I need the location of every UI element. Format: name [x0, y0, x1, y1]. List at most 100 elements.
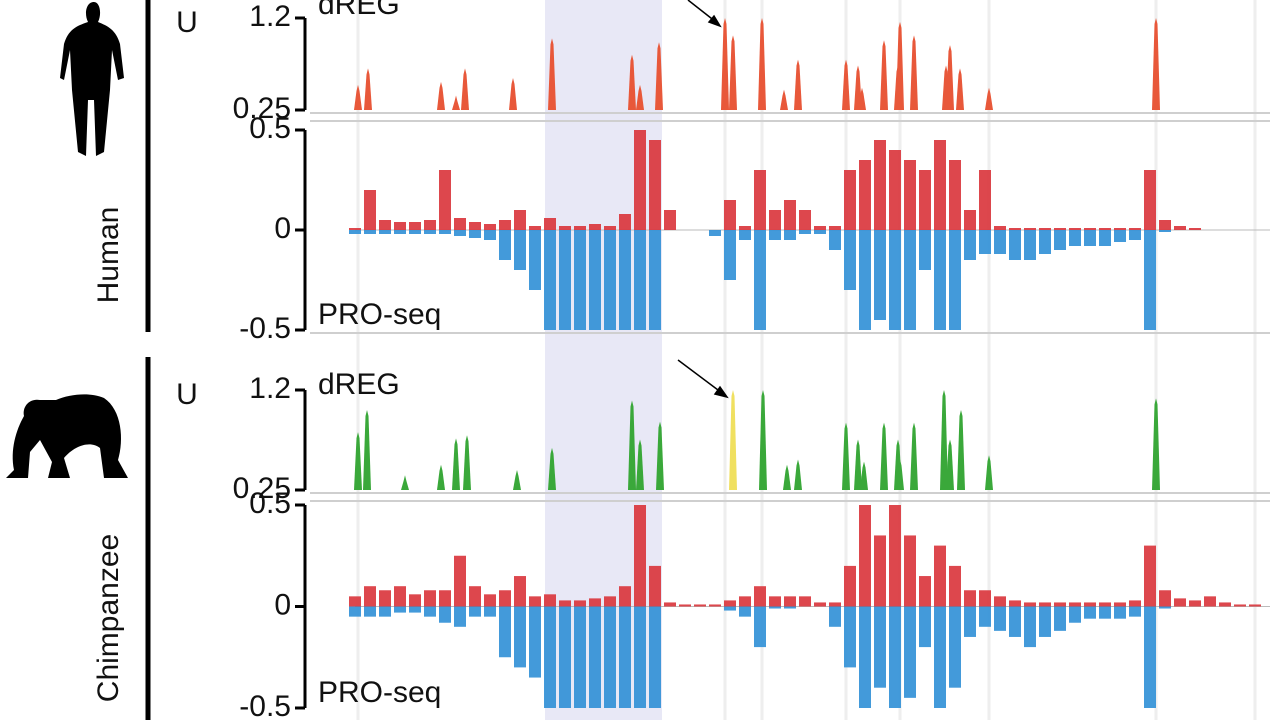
signal-bar [454, 218, 466, 230]
signal-bar [1099, 228, 1111, 230]
signal-bar [529, 606, 541, 678]
signal-bar [664, 210, 676, 230]
signal-bar [574, 606, 586, 708]
signal-bar [919, 170, 931, 230]
signal-bar [409, 222, 421, 230]
signal-bar [1219, 602, 1231, 607]
peak [794, 459, 802, 490]
signal-bar [604, 226, 616, 230]
signal-bar [1174, 226, 1186, 230]
signal-bar [889, 150, 901, 230]
signal-bar [619, 606, 631, 708]
track-label: dREG [318, 368, 400, 401]
peak [794, 59, 802, 110]
signal-bar [934, 545, 946, 607]
peak [910, 422, 918, 490]
peak [896, 459, 904, 490]
signal-bar [919, 606, 931, 648]
signal-bar [1099, 606, 1111, 619]
signal-bar [1024, 228, 1036, 230]
signal-bar [544, 594, 556, 607]
signal-bar [589, 606, 601, 708]
signal-bar [409, 594, 421, 607]
signal-bar [829, 226, 841, 230]
peak [656, 421, 664, 490]
axis-label: U [176, 6, 198, 39]
y-tick-label: 0.25 [233, 92, 291, 125]
signal-bar [1039, 228, 1051, 230]
signal-bar [379, 590, 391, 607]
peak [354, 432, 362, 490]
signal-bar [859, 230, 871, 330]
signal-bar [904, 160, 916, 230]
y-tick-label: -0.5 [239, 690, 291, 720]
signal-bar [349, 230, 361, 234]
peak [437, 81, 445, 110]
signal-bar [439, 230, 451, 234]
signal-bar [619, 586, 631, 607]
signal-bar [949, 230, 961, 330]
signal-bar [829, 230, 841, 250]
y-tick-label: -0.5 [239, 312, 291, 345]
signal-bar [694, 604, 706, 607]
signal-bar [739, 606, 751, 617]
signal-bar [604, 606, 616, 708]
track-label: PRO-seq [318, 298, 441, 331]
signal-bar [1009, 606, 1021, 637]
signal-bar [544, 218, 556, 230]
signal-bar [1159, 606, 1171, 609]
signal-bar [604, 230, 616, 330]
signal-bar [859, 505, 871, 607]
signal-bar [709, 604, 721, 607]
peak [401, 475, 409, 490]
signal-bar [649, 140, 661, 230]
signal-bar [1234, 604, 1246, 607]
signal-bar [949, 565, 961, 607]
signal-bar [844, 170, 856, 230]
signal-bar [904, 606, 916, 698]
peak [1152, 18, 1160, 110]
signal-bar [1054, 230, 1066, 250]
signal-bar [1054, 606, 1066, 631]
signal-bar [559, 606, 571, 708]
signal-bar [1009, 230, 1021, 260]
signal-bar [814, 226, 826, 230]
signal-bar [1054, 228, 1066, 230]
peak [636, 439, 644, 490]
signal-bar [1084, 228, 1096, 230]
peak [985, 455, 993, 490]
peak [513, 470, 521, 490]
signal-bar [1204, 596, 1216, 607]
signal-bar [424, 220, 436, 230]
peak [463, 435, 471, 490]
signal-bar [964, 210, 976, 230]
signal-bar [1144, 545, 1156, 607]
signal-bar [1189, 600, 1201, 607]
signal-bar [379, 220, 391, 230]
track-separators [310, 112, 1270, 502]
signal-bar [874, 140, 886, 230]
signal-bar [1144, 230, 1156, 330]
peak [759, 390, 767, 490]
signal-bar [514, 576, 526, 607]
signal-bar [1159, 230, 1171, 232]
signal-bar [634, 505, 646, 607]
signal-bar [829, 606, 841, 627]
peak [729, 35, 737, 110]
signal-bar [484, 594, 496, 607]
signal-bar [649, 606, 661, 708]
signal-bar [1114, 230, 1126, 242]
peak [636, 84, 644, 110]
signal-bar [1174, 598, 1186, 607]
signal-bar [1009, 228, 1021, 230]
signal-bar [619, 230, 631, 330]
signal-bar [559, 226, 571, 230]
signal-bar [454, 230, 466, 236]
signal-bar [394, 606, 406, 613]
signal-bar [754, 230, 766, 330]
signal-bar [1114, 602, 1126, 607]
signal-bar [619, 214, 631, 230]
signal-bar [859, 606, 871, 708]
peak [956, 68, 964, 110]
signal-bar [784, 230, 796, 240]
